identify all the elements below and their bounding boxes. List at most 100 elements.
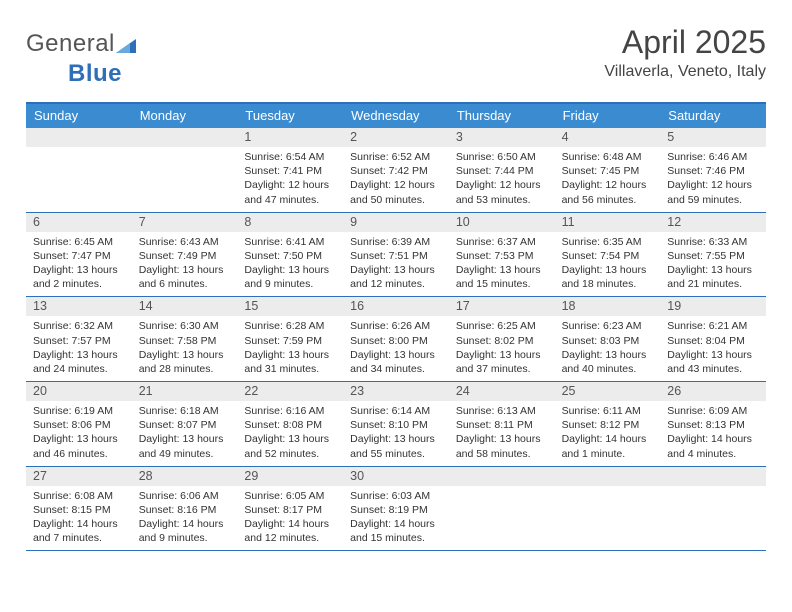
daylight-line: Daylight: 13 hours and 21 minutes. [667,263,759,291]
sunrise-line: Sunrise: 6:13 AM [456,404,548,418]
day-body: Sunrise: 6:30 AMSunset: 7:58 PMDaylight:… [132,316,238,381]
daylight-line: Daylight: 12 hours and 53 minutes. [456,178,548,206]
calendar-week: 13Sunrise: 6:32 AMSunset: 7:57 PMDayligh… [26,297,766,382]
day-body [660,486,766,542]
calendar-cell: 2Sunrise: 6:52 AMSunset: 7:42 PMDaylight… [343,128,449,212]
day-number: 20 [26,382,132,401]
daylight-line: Daylight: 13 hours and 43 minutes. [667,348,759,376]
sunset-line: Sunset: 7:50 PM [244,249,336,263]
day-number [449,467,555,486]
day-body: Sunrise: 6:33 AMSunset: 7:55 PMDaylight:… [660,232,766,297]
sunrise-line: Sunrise: 6:43 AM [139,235,231,249]
calendar-cell-empty [660,467,766,551]
calendar-cell: 8Sunrise: 6:41 AMSunset: 7:50 PMDaylight… [237,213,343,297]
calendar-cell: 13Sunrise: 6:32 AMSunset: 7:57 PMDayligh… [26,297,132,381]
calendar-cell: 7Sunrise: 6:43 AMSunset: 7:49 PMDaylight… [132,213,238,297]
sunrise-line: Sunrise: 6:41 AM [244,235,336,249]
day-body: Sunrise: 6:52 AMSunset: 7:42 PMDaylight:… [343,147,449,212]
day-number: 7 [132,213,238,232]
daylight-line: Daylight: 12 hours and 59 minutes. [667,178,759,206]
day-number: 1 [237,128,343,147]
calendar-cell: 25Sunrise: 6:11 AMSunset: 8:12 PMDayligh… [555,382,661,466]
calendar-cell: 19Sunrise: 6:21 AMSunset: 8:04 PMDayligh… [660,297,766,381]
day-body: Sunrise: 6:46 AMSunset: 7:46 PMDaylight:… [660,147,766,212]
daylight-line: Daylight: 14 hours and 4 minutes. [667,432,759,460]
day-number: 18 [555,297,661,316]
header: GeneralBlue April 2025 Villaverla, Venet… [26,24,766,88]
calendar-cell: 6Sunrise: 6:45 AMSunset: 7:47 PMDaylight… [26,213,132,297]
dow-friday: Friday [555,104,661,128]
sunset-line: Sunset: 7:55 PM [667,249,759,263]
daylight-line: Daylight: 13 hours and 9 minutes. [244,263,336,291]
calendar-cell: 14Sunrise: 6:30 AMSunset: 7:58 PMDayligh… [132,297,238,381]
sunrise-line: Sunrise: 6:54 AM [244,150,336,164]
day-number: 4 [555,128,661,147]
day-number [555,467,661,486]
day-number: 13 [26,297,132,316]
daylight-line: Daylight: 13 hours and 18 minutes. [562,263,654,291]
day-body [449,486,555,542]
calendar-week: 20Sunrise: 6:19 AMSunset: 8:06 PMDayligh… [26,382,766,467]
daylight-line: Daylight: 13 hours and 24 minutes. [33,348,125,376]
sunrise-line: Sunrise: 6:28 AM [244,319,336,333]
daylight-line: Daylight: 12 hours and 50 minutes. [350,178,442,206]
sunrise-line: Sunrise: 6:05 AM [244,489,336,503]
day-number: 19 [660,297,766,316]
calendar-cell: 5Sunrise: 6:46 AMSunset: 7:46 PMDaylight… [660,128,766,212]
sunrise-line: Sunrise: 6:21 AM [667,319,759,333]
daylight-line: Daylight: 14 hours and 15 minutes. [350,517,442,545]
calendar-cell: 21Sunrise: 6:18 AMSunset: 8:07 PMDayligh… [132,382,238,466]
calendar: Sunday Monday Tuesday Wednesday Thursday… [26,102,766,551]
day-body: Sunrise: 6:05 AMSunset: 8:17 PMDaylight:… [237,486,343,551]
calendar-cell: 20Sunrise: 6:19 AMSunset: 8:06 PMDayligh… [26,382,132,466]
calendar-cell-empty [449,467,555,551]
sunrise-line: Sunrise: 6:09 AM [667,404,759,418]
day-number: 16 [343,297,449,316]
sunrise-line: Sunrise: 6:08 AM [33,489,125,503]
calendar-cell: 17Sunrise: 6:25 AMSunset: 8:02 PMDayligh… [449,297,555,381]
calendar-header-row: Sunday Monday Tuesday Wednesday Thursday… [26,104,766,128]
daylight-line: Daylight: 13 hours and 55 minutes. [350,432,442,460]
sunset-line: Sunset: 8:16 PM [139,503,231,517]
logo-triangle-icon [116,32,136,60]
calendar-cell: 28Sunrise: 6:06 AMSunset: 8:16 PMDayligh… [132,467,238,551]
day-body: Sunrise: 6:37 AMSunset: 7:53 PMDaylight:… [449,232,555,297]
daylight-line: Daylight: 14 hours and 9 minutes. [139,517,231,545]
title-block: April 2025 Villaverla, Veneto, Italy [604,24,766,81]
sunset-line: Sunset: 7:57 PM [33,334,125,348]
day-number: 17 [449,297,555,316]
sunset-line: Sunset: 7:53 PM [456,249,548,263]
sunset-line: Sunset: 7:49 PM [139,249,231,263]
daylight-line: Daylight: 13 hours and 49 minutes. [139,432,231,460]
daylight-line: Daylight: 13 hours and 40 minutes. [562,348,654,376]
sunset-line: Sunset: 7:54 PM [562,249,654,263]
daylight-line: Daylight: 13 hours and 58 minutes. [456,432,548,460]
calendar-cell: 26Sunrise: 6:09 AMSunset: 8:13 PMDayligh… [660,382,766,466]
sunset-line: Sunset: 7:44 PM [456,164,548,178]
daylight-line: Daylight: 12 hours and 56 minutes. [562,178,654,206]
daylight-line: Daylight: 13 hours and 37 minutes. [456,348,548,376]
sunrise-line: Sunrise: 6:23 AM [562,319,654,333]
sunset-line: Sunset: 8:03 PM [562,334,654,348]
day-body: Sunrise: 6:50 AMSunset: 7:44 PMDaylight:… [449,147,555,212]
sunset-line: Sunset: 7:41 PM [244,164,336,178]
daylight-line: Daylight: 14 hours and 1 minute. [562,432,654,460]
day-body: Sunrise: 6:21 AMSunset: 8:04 PMDaylight:… [660,316,766,381]
day-number [132,128,238,147]
sunset-line: Sunset: 8:10 PM [350,418,442,432]
day-body: Sunrise: 6:41 AMSunset: 7:50 PMDaylight:… [237,232,343,297]
day-number: 27 [26,467,132,486]
daylight-line: Daylight: 13 hours and 31 minutes. [244,348,336,376]
day-number: 6 [26,213,132,232]
day-body: Sunrise: 6:45 AMSunset: 7:47 PMDaylight:… [26,232,132,297]
dow-monday: Monday [132,104,238,128]
day-body: Sunrise: 6:14 AMSunset: 8:10 PMDaylight:… [343,401,449,466]
sunrise-line: Sunrise: 6:45 AM [33,235,125,249]
sunrise-line: Sunrise: 6:48 AM [562,150,654,164]
daylight-line: Daylight: 12 hours and 47 minutes. [244,178,336,206]
day-body: Sunrise: 6:25 AMSunset: 8:02 PMDaylight:… [449,316,555,381]
sunrise-line: Sunrise: 6:30 AM [139,319,231,333]
day-number: 12 [660,213,766,232]
sunset-line: Sunset: 7:45 PM [562,164,654,178]
calendar-cell: 3Sunrise: 6:50 AMSunset: 7:44 PMDaylight… [449,128,555,212]
